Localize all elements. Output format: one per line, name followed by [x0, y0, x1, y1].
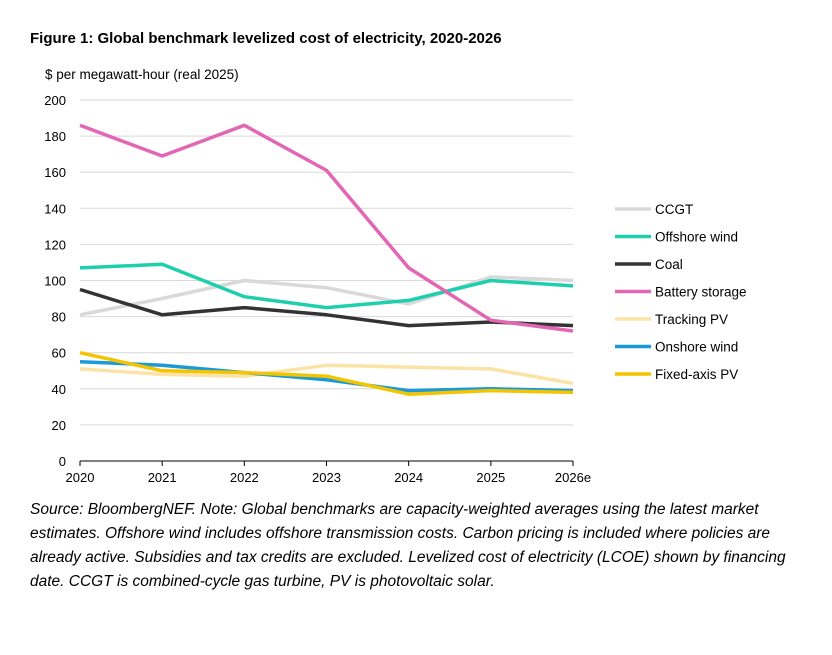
- x-tick-label: 2026e: [555, 470, 591, 485]
- y-tick-label: 80: [52, 310, 66, 325]
- x-tick-label: 2020: [66, 470, 95, 485]
- series-line-coal: [79, 287, 574, 328]
- y-tick-label: 140: [44, 201, 66, 216]
- y-tick-label: 60: [52, 346, 66, 361]
- x-tick-label: 2024: [394, 470, 423, 485]
- source-note: Source: BloombergNEF. Note: Global bench…: [30, 501, 786, 590]
- legend-label-offshore-wind: Offshore wind: [655, 230, 738, 245]
- y-tick-label: 120: [44, 237, 66, 252]
- legend-label-onshore-wind: Onshore wind: [655, 340, 738, 355]
- gridlines: [80, 99, 573, 426]
- series-line-battery-storage: [79, 123, 574, 333]
- y-tick-label: 160: [44, 165, 66, 180]
- series-line-onshore-wind: [79, 359, 574, 393]
- legend-label-coal: Coal: [655, 257, 683, 272]
- y-tick-label: 20: [52, 418, 66, 433]
- line-chart: $ per megawatt-hour (real 2025) 0 20 40 60 80…: [44, 67, 747, 485]
- y-tick-label: 40: [52, 382, 66, 397]
- legend-label-battery-storage: Battery storage: [655, 285, 747, 300]
- series-lines: [79, 123, 574, 396]
- x-tick-label: 2023: [312, 470, 341, 485]
- y-tick-label: 180: [44, 129, 66, 144]
- axes: $ per megawatt-hour (real 2025) 0 20 40 60 80…: [44, 67, 591, 485]
- series-line-fixed-axis-pv: [79, 350, 574, 396]
- series-line-offshore-wind: [79, 262, 574, 310]
- legend-label-ccgt: CCGT: [655, 202, 693, 217]
- y-tick-label: 200: [44, 93, 66, 108]
- legend-label-fixed-axis-pv: Fixed-axis PV: [655, 367, 738, 382]
- series-line-ccgt: [79, 275, 574, 317]
- legend-label-tracking-pv: Tracking PV: [655, 312, 728, 327]
- x-tick-label: 2021: [148, 470, 177, 485]
- series-line-tracking-pv: [79, 363, 574, 386]
- figure-title: Figure 1: Global benchmark levelized cos…: [30, 30, 502, 47]
- y-tick-label: 100: [44, 274, 66, 289]
- x-tick-label: 2022: [230, 470, 259, 485]
- y-axis-label: $ per megawatt-hour (real 2025): [45, 67, 239, 82]
- legend: CCGT Offshore wind Coal Battery storage Trac…: [615, 202, 747, 382]
- x-tick-label: 2025: [476, 470, 505, 485]
- y-tick-label: 0: [59, 454, 66, 469]
